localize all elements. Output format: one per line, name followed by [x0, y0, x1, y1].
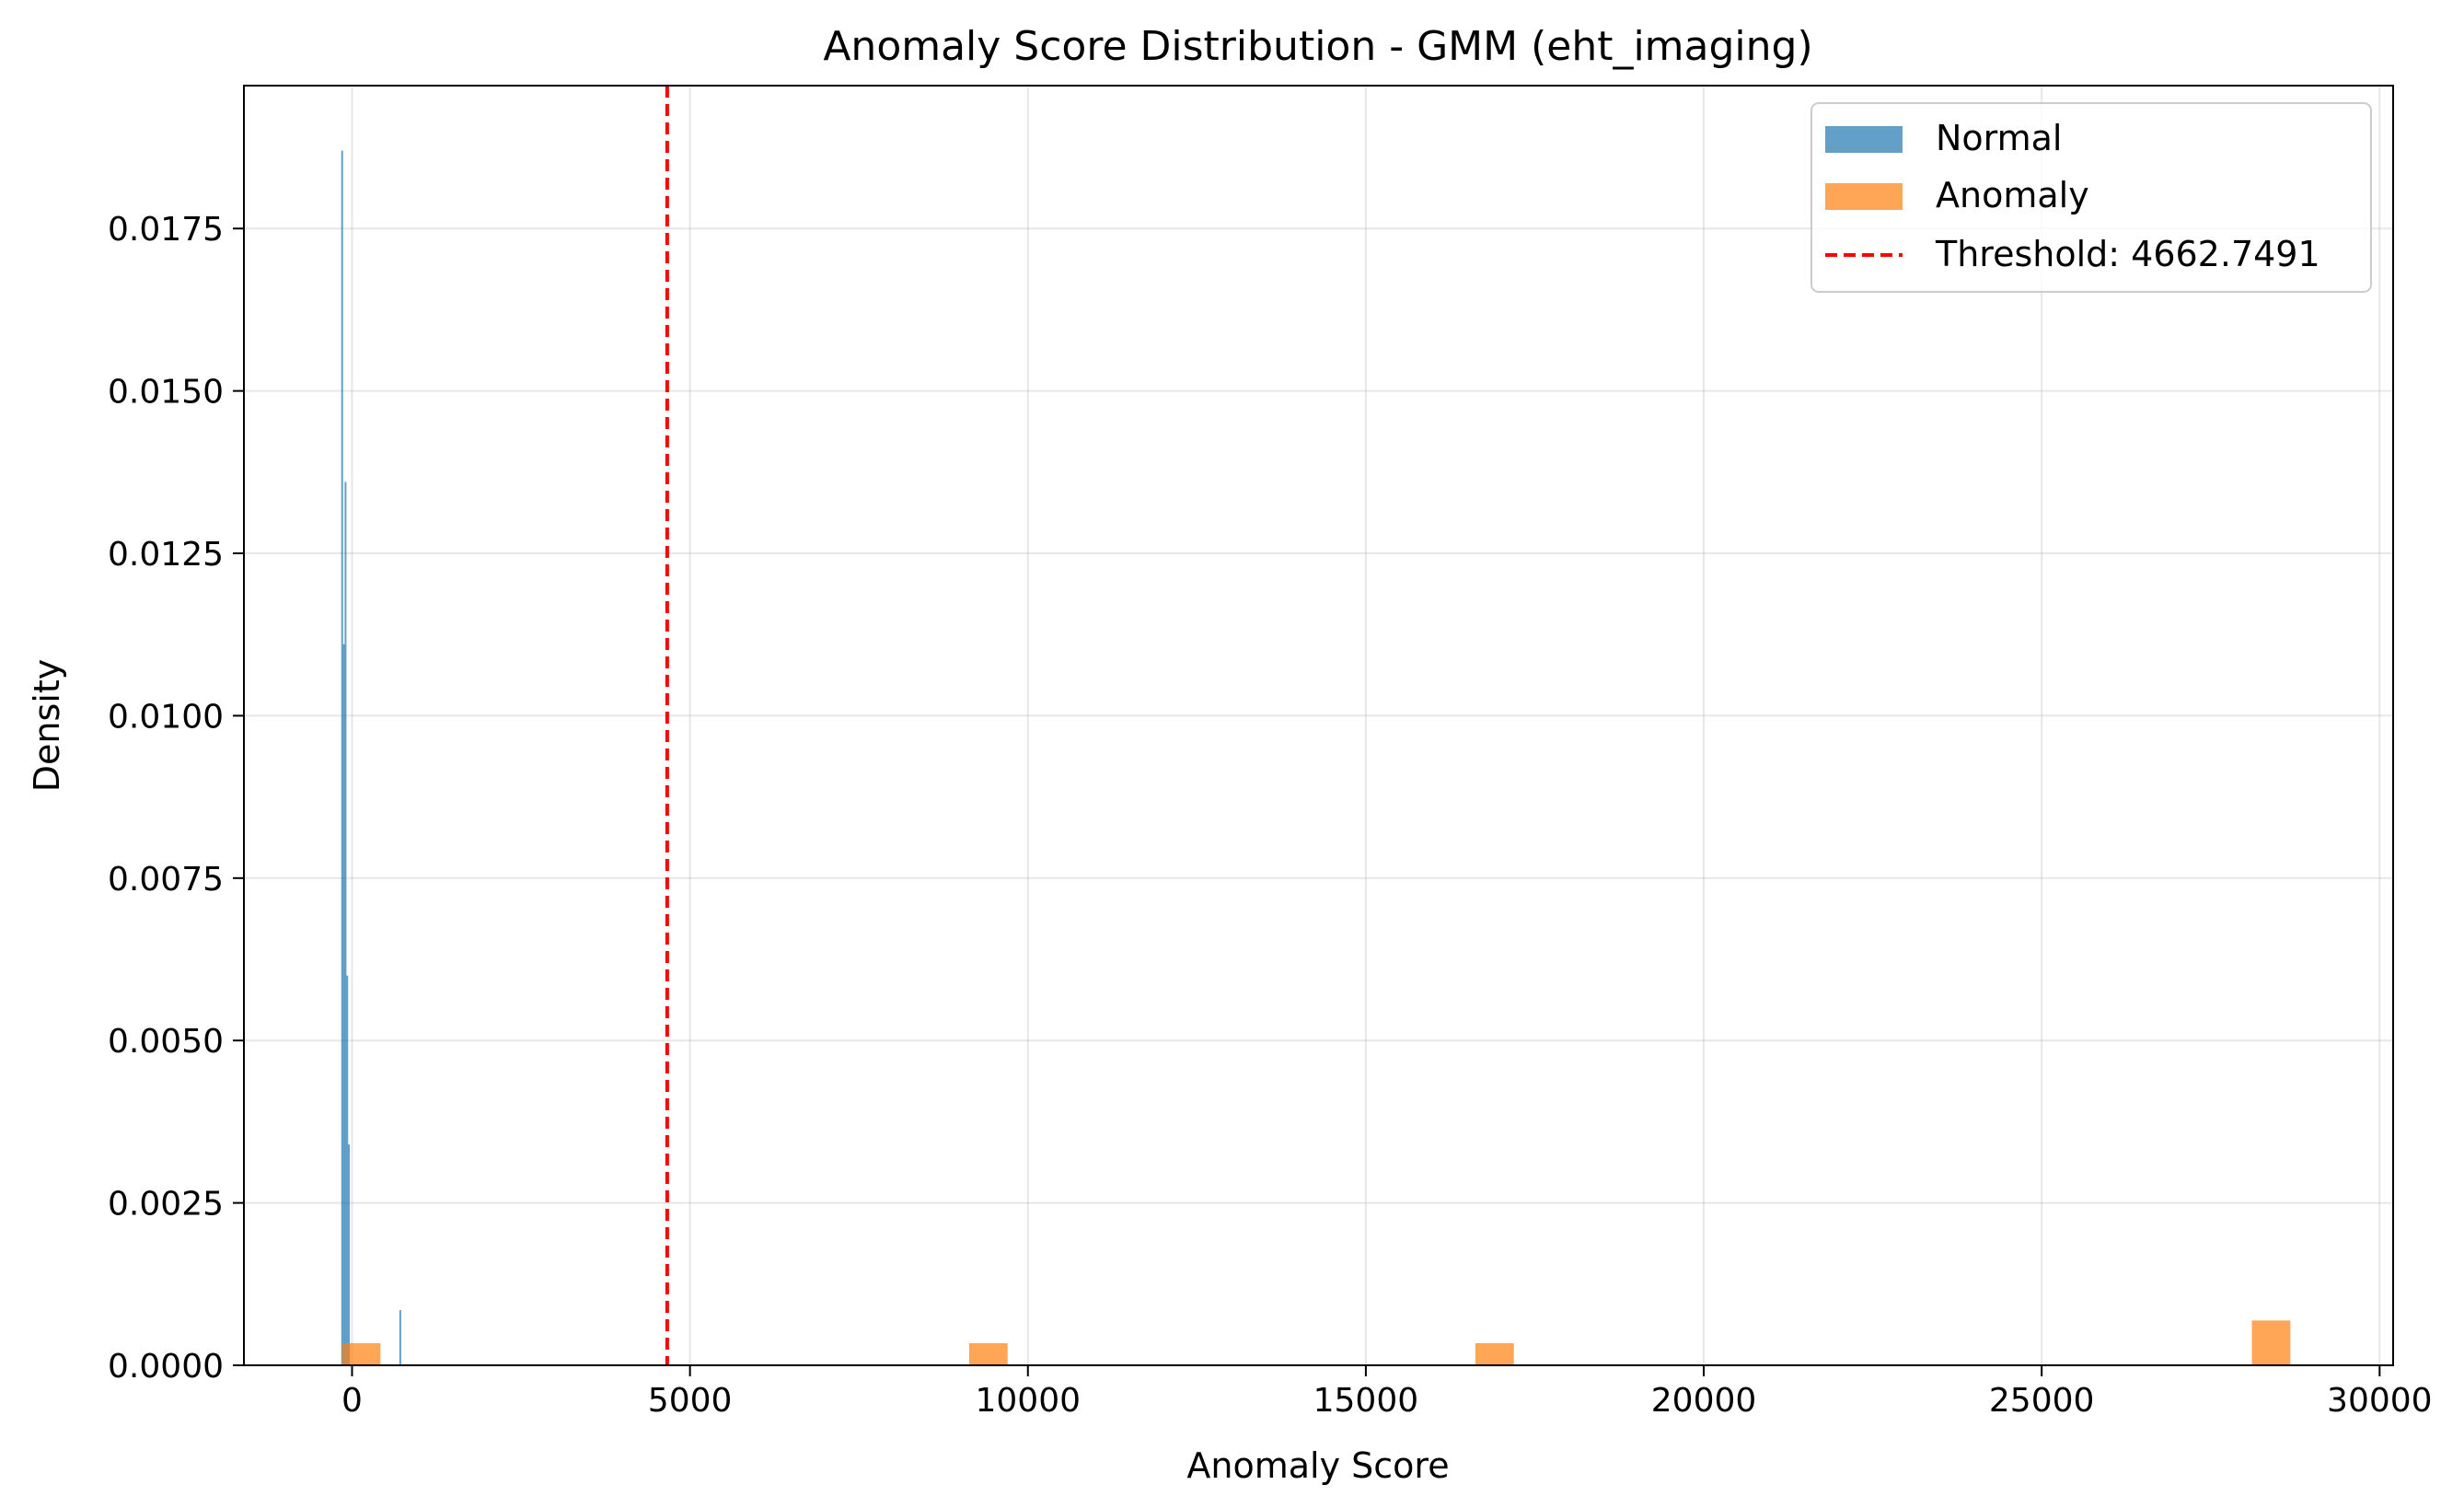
legend-swatch-normal — [1825, 126, 1903, 153]
y-tick-label: 0.0150 — [108, 374, 224, 412]
x-axis-label: Anomaly Score — [1186, 1445, 1449, 1486]
x-tick-label: 15000 — [1313, 1382, 1419, 1420]
legend-label-normal: Normal — [1936, 118, 2063, 158]
legend: Normal Anomaly Threshold: 4662.7491 — [1810, 102, 2372, 293]
y-axis-label: Density — [27, 659, 67, 792]
y-tick-label: 0.0050 — [108, 1023, 224, 1061]
axis-ticks: 0 5000 10000 15000 20000 25000 30000 0.0000 0.00… — [108, 211, 2433, 1420]
histogram-bar-anomaly — [1475, 1343, 1514, 1365]
histogram-bar-anomaly — [341, 1343, 381, 1365]
chart-title: Anomaly Score Distribution - GMM (eht_im… — [823, 23, 1812, 70]
histogram-bars — [341, 150, 2291, 1366]
histogram-bar-normal — [342, 644, 345, 1365]
y-tick-label: 0.0075 — [108, 861, 224, 899]
y-tick-label: 0.0000 — [108, 1348, 224, 1386]
legend-box — [1810, 102, 2372, 293]
x-tick-label: 0 — [341, 1382, 363, 1420]
x-tick-label: 30000 — [2327, 1382, 2433, 1420]
legend-label-anomaly: Anomaly — [1936, 175, 2089, 215]
histogram-bar-normal — [346, 975, 349, 1365]
histogram-bar-anomaly — [2251, 1320, 2291, 1365]
histogram-bar-normal — [341, 150, 343, 1366]
y-tick-label: 0.0175 — [108, 211, 224, 249]
x-tick-label: 20000 — [1651, 1382, 1757, 1420]
histogram-bar-normal — [348, 1144, 351, 1365]
y-tick-label: 0.0100 — [108, 698, 224, 736]
histogram-bar-anomaly — [968, 1343, 1008, 1365]
y-tick-label: 0.0025 — [108, 1186, 224, 1224]
histogram-bar-normal — [399, 1310, 401, 1365]
legend-swatch-anomaly — [1825, 183, 1903, 210]
x-tick-label: 5000 — [648, 1382, 733, 1420]
plot-frame — [243, 85, 2394, 1366]
y-tick-label: 0.0125 — [108, 536, 224, 574]
x-tick-label: 10000 — [975, 1382, 1081, 1420]
x-tick-label: 25000 — [1989, 1382, 2095, 1420]
legend-label-threshold: Threshold: 4662.7491 — [1935, 234, 2320, 274]
histogram-bar-normal — [344, 481, 347, 1365]
